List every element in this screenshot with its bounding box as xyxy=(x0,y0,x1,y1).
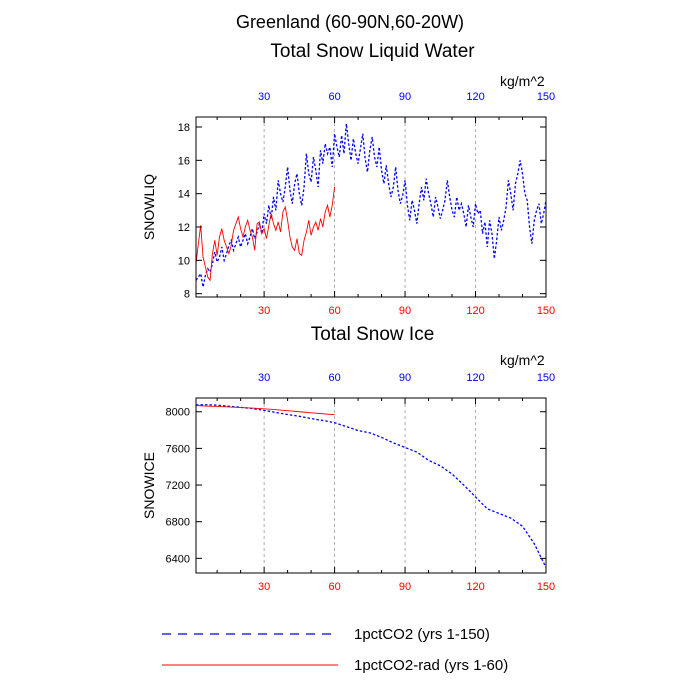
x-tick-label-bottom: 60 xyxy=(328,305,340,317)
y-tick-label: 6400 xyxy=(166,553,190,565)
series-line-snowliq-red xyxy=(195,186,336,282)
chart-title-snowliq: Total Snow Liquid Water xyxy=(270,41,475,62)
x-tick-label-bottom: 90 xyxy=(399,305,411,317)
y-tick-label: 16 xyxy=(178,155,190,167)
chart-title-snowice: Total Snow Ice xyxy=(310,324,435,345)
plot-frame xyxy=(195,397,547,574)
legend-item-blue: 1pctCO2 (yrs 1-150) xyxy=(162,626,490,643)
series-line-snowliq-blue xyxy=(195,123,547,288)
plot-panel-snowice xyxy=(195,397,547,574)
x-tick-label-bottom: 120 xyxy=(466,581,484,593)
units-label-snowliq: kg/m^2 xyxy=(500,73,545,89)
x-tick-label-top: 30 xyxy=(258,91,270,103)
x-tick-label-top: 150 xyxy=(537,372,555,384)
legend-label: 1pctCO2-rad (yrs 1-60) xyxy=(354,657,508,674)
x-tick-label-bottom: 150 xyxy=(537,305,555,317)
x-tick-label-bottom: 60 xyxy=(328,581,340,593)
units-label-snowice: kg/m^2 xyxy=(500,352,545,368)
y-tick-label: 8000 xyxy=(166,407,190,419)
series-line-snowice-blue xyxy=(195,404,547,568)
y-tick-label: 6800 xyxy=(166,517,190,529)
plot-frame xyxy=(195,116,547,298)
y-tick-label: 7600 xyxy=(166,443,190,455)
y-tick-label: 12 xyxy=(178,222,190,234)
y-tick-label: 14 xyxy=(178,189,190,201)
y-tick-label: 10 xyxy=(178,255,190,267)
x-tick-label-bottom: 30 xyxy=(258,581,270,593)
x-tick-label-top: 90 xyxy=(399,372,411,384)
legend-item-red: 1pctCO2-rad (yrs 1-60) xyxy=(162,657,508,674)
y-tick-label: 8 xyxy=(184,289,190,301)
y-tick-label: 18 xyxy=(178,122,190,134)
y-tick-label: 7200 xyxy=(166,480,190,492)
x-tick-label-bottom: 150 xyxy=(537,581,555,593)
x-tick-label-bottom: 30 xyxy=(258,305,270,317)
y-axis-title-snowliq: SNOWLIQ xyxy=(141,174,157,240)
plot-panel-snowliq xyxy=(195,116,547,298)
page-title: Greenland (60-90N,60-20W) xyxy=(235,12,465,32)
legend-label: 1pctCO2 (yrs 1-150) xyxy=(354,626,490,643)
x-tick-label-top: 120 xyxy=(466,91,484,103)
x-tick-label-bottom: 90 xyxy=(399,581,411,593)
x-tick-label-top: 30 xyxy=(258,372,270,384)
x-tick-label-top: 60 xyxy=(328,91,340,103)
x-tick-label-top: 120 xyxy=(466,372,484,384)
x-tick-label-bottom: 120 xyxy=(466,305,484,317)
series-line-snowice-red xyxy=(195,405,335,416)
x-tick-label-top: 60 xyxy=(328,372,340,384)
x-tick-label-top: 90 xyxy=(399,91,411,103)
x-tick-label-top: 150 xyxy=(537,91,555,103)
y-axis-title-snowice: SNOWICE xyxy=(141,452,157,519)
